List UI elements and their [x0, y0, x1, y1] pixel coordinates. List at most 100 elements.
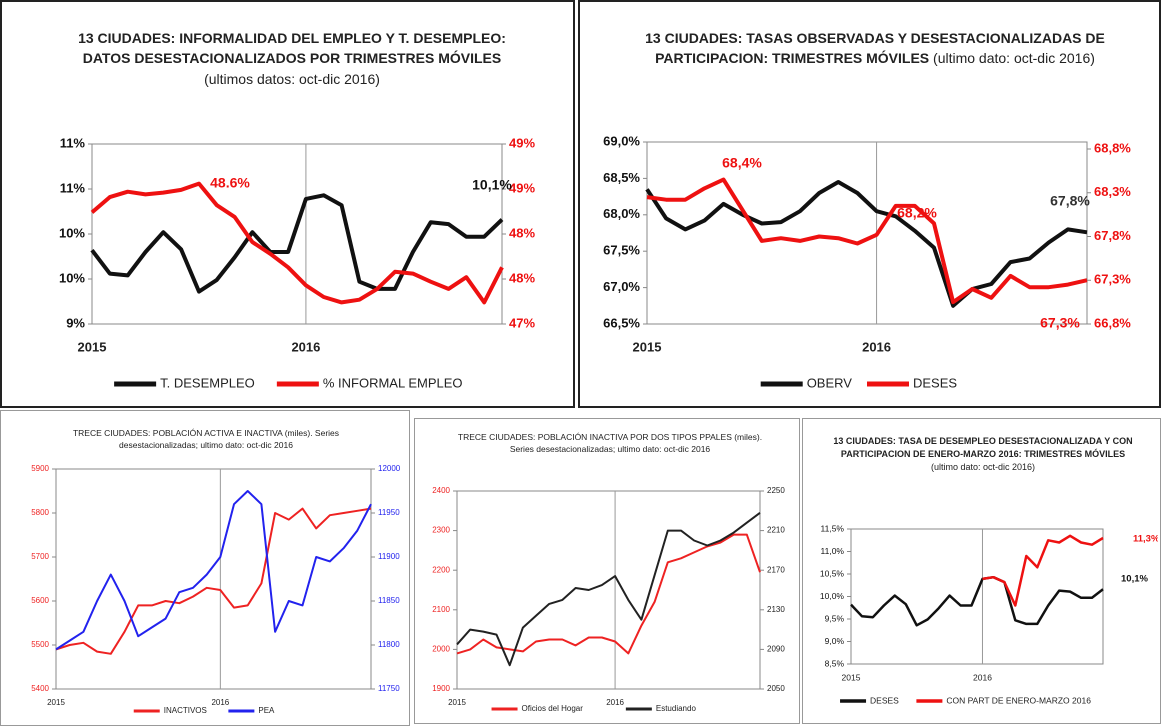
chart-title: TRECE CIUDADES: POBLACIÓN INACTIVA POR D…	[457, 432, 763, 455]
chart-title: 13 CIUDADES: TASA DE DESEMPLEO DESESTACI…	[833, 436, 1133, 460]
y-tick-label: 11%	[60, 180, 86, 195]
y-tick-label: 10%	[59, 270, 85, 285]
x-tick-label: 2016	[862, 339, 891, 354]
y-tick-label: 2200	[432, 565, 450, 574]
y-tick-label: 5600	[31, 596, 49, 605]
y2-tick-label: 47%	[509, 315, 535, 330]
y-tick-label: 10%	[59, 225, 85, 240]
legend-label: INACTIVOS	[164, 706, 207, 715]
y2-tick-label: 2250	[767, 486, 785, 495]
y-tick-label: 68,5%	[603, 170, 640, 185]
chart: 5400 5500 5600 5700 5800 5900 11750 11800 11850 1…	[31, 464, 401, 715]
series-line	[55, 490, 372, 651]
y-tick-label: 67,0%	[603, 279, 640, 294]
y2-tick-label: 67,3%	[1094, 272, 1131, 287]
y2-tick-label: 49%	[509, 135, 535, 150]
annotation: 48.6%	[210, 175, 250, 191]
y2-tick-label: 2050	[767, 684, 785, 693]
x-tick-label: 2016	[211, 698, 229, 707]
y-tick-label: 11%	[60, 135, 86, 150]
y-tick-label: 2100	[432, 605, 450, 614]
chart-subtitle: (ultimos datos: oct-dic 2016)	[204, 70, 380, 87]
chart-title-block: TRECE CIUDADES: POBLACIÓN INACTIVA POR D…	[455, 431, 765, 456]
y-tick-label: 8,5%	[825, 658, 845, 668]
chart-panel: 9% 10% 10% 11% 11% 47% 48% 48% 49% 49% 2015 2016 T. …	[0, 0, 575, 408]
y2-tick-label: 48%	[509, 270, 535, 285]
y-tick-label: 5800	[31, 508, 49, 517]
chart-subtitle: (ultimo dato: oct-dic 2016)	[930, 462, 1036, 473]
plot-frame	[850, 528, 1104, 665]
chart-title: TRECE CIUDADES: POBLACIÓN ACTIVA E INACT…	[72, 428, 340, 451]
chart: 8,5% 9,0% 9,5% 10,0% 10,5% 11,0% 11,5% 2015 2016…	[820, 523, 1158, 705]
chart-title-block: 13 CIUDADES: TASA DE DESEMPLEO DESESTACI…	[828, 435, 1138, 474]
y-tick-label: 10,0%	[820, 591, 845, 601]
y-tick-label: 67,5%	[603, 243, 640, 258]
legend-label: OBERV	[807, 375, 853, 390]
y2-tick-label: 49%	[509, 180, 535, 195]
y2-tick-label: 2170	[767, 565, 785, 574]
y2-tick-label: 68,8%	[1094, 140, 1131, 155]
annotation: 10,1%	[1121, 574, 1148, 585]
series-line	[90, 181, 504, 305]
y2-tick-label: 11800	[378, 640, 400, 649]
y2-tick-label: 11850	[378, 596, 400, 605]
plot-frame	[55, 468, 372, 690]
y-tick-label: 5500	[31, 640, 49, 649]
plot-frame	[91, 143, 503, 325]
chart-panel: 66,5% 67,0% 67,5% 68,0% 68,5% 69,0% 66,8% 67,3%…	[578, 0, 1161, 408]
x-tick-label: 2016	[973, 672, 992, 682]
y-tick-label: 11,0%	[821, 546, 845, 556]
y2-tick-label: 12000	[378, 464, 401, 473]
annotation: 68,4%	[722, 155, 762, 171]
annotation: 10,1%	[472, 177, 512, 193]
chart-title-block: TRECE CIUDADES: POBLACIÓN ACTIVA E INACT…	[51, 427, 361, 452]
chart: 9% 10% 10% 11% 11% 47% 48% 48% 49% 49% 2015 2016 T. …	[59, 135, 535, 390]
x-tick-label: 2015	[842, 672, 861, 682]
y-tick-label: 2300	[432, 526, 450, 535]
series-line	[55, 507, 372, 655]
x-tick-label: 2015	[633, 339, 662, 354]
legend-label: PEA	[258, 706, 275, 715]
series-line	[850, 575, 1104, 627]
chart: 1900 2000 2100 2200 2300 2400 2050 2090 2130 2170…	[432, 486, 785, 713]
y2-tick-label: 2090	[767, 645, 785, 654]
legend-label: Oficios del Hogar	[522, 704, 584, 713]
chart-title: 13 CIUDADES: INFORMALIDAD DEL EMPLEO Y T…	[78, 30, 506, 67]
legend-label: T. DESEMPLEO	[160, 375, 255, 390]
annotation: 67,8%	[1050, 193, 1090, 209]
legend-label: Estudiando	[656, 704, 697, 713]
legend-label: DESES	[913, 375, 957, 390]
annotation: 68,2%	[897, 205, 937, 221]
y2-tick-label: 2130	[767, 605, 785, 614]
annotation: 11,3%	[1133, 534, 1158, 545]
y2-tick-label: 67,8%	[1094, 228, 1131, 243]
chart-title-block: 13 CIUDADES: INFORMALIDAD DEL EMPLEO Y T…	[57, 28, 527, 89]
plot-frame	[646, 141, 1088, 325]
y2-tick-label: 11750	[378, 684, 400, 693]
plot-frame	[456, 490, 761, 690]
series-line	[645, 180, 1088, 308]
series-line	[90, 193, 504, 294]
y2-tick-label: 11900	[378, 552, 400, 561]
chart-panel: 8,5% 9,0% 9,5% 10,0% 10,5% 11,0% 11,5% 2015 2016…	[802, 418, 1161, 724]
y-tick-label: 66,5%	[603, 315, 640, 330]
y2-tick-label: 68,3%	[1094, 184, 1131, 199]
series-line	[646, 177, 1088, 305]
y-tick-label: 2000	[432, 645, 450, 654]
series-line	[982, 534, 1104, 607]
legend-label: CON PART DE ENERO-MARZO 2016	[946, 695, 1091, 705]
chart-panel: 1900 2000 2100 2200 2300 2400 2050 2090 2130 2170…	[414, 418, 800, 724]
chart: 66,5% 67,0% 67,5% 68,0% 68,5% 69,0% 66,8% 67,3%…	[603, 133, 1131, 390]
chart-panel: 5400 5500 5600 5700 5800 5900 11750 11800 11850 1…	[0, 410, 410, 726]
legend-label: % INFORMAL EMPLEO	[323, 375, 463, 390]
y-tick-label: 69,0%	[603, 133, 640, 148]
y-tick-label: 2400	[432, 486, 450, 495]
x-tick-label: 2015	[448, 698, 466, 707]
series-line	[456, 512, 761, 667]
y-tick-label: 5400	[31, 684, 49, 693]
y2-tick-label: 2210	[767, 526, 785, 535]
annotation: 67,3%	[1040, 315, 1080, 331]
series-line	[456, 533, 761, 655]
y2-tick-label: 66,8%	[1094, 315, 1131, 330]
